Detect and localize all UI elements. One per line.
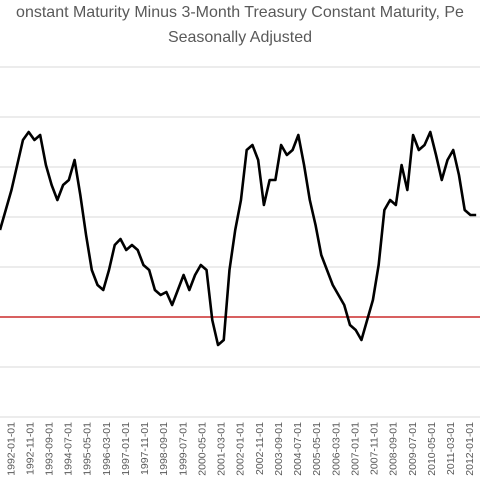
x-tick-label: 1993-09-01 <box>44 422 56 476</box>
x-tick-label: 1997-01-01 <box>120 422 132 476</box>
x-tick-label: 2004-07-01 <box>292 422 304 476</box>
x-tick-label: 2010-05-01 <box>426 422 438 476</box>
data-line <box>0 130 477 347</box>
x-tick-label: 1999-07-01 <box>177 422 189 476</box>
chart-subtitle: Seasonally Adjusted <box>168 29 312 46</box>
x-tick-label: 2003-09-01 <box>273 422 285 476</box>
x-tick-label: 1994-07-01 <box>63 422 75 476</box>
x-tick-label: 2007-11-01 <box>369 422 381 475</box>
x-tick-label: 1997-11-01 <box>139 422 151 475</box>
x-tick-label: 2001-03-01 <box>216 422 228 476</box>
x-tick-label: 2006-03-01 <box>330 422 342 476</box>
x-tick-label: 2009-07-01 <box>407 422 419 476</box>
x-tick-label: 1992-11-01 <box>24 422 36 475</box>
x-tick-label: 2000-05-01 <box>196 422 208 476</box>
x-tick-label: 2011-03-01 <box>445 422 457 475</box>
x-tick-label: 2002-01-01 <box>235 422 247 476</box>
x-tick-label: 1995-05-01 <box>82 422 94 476</box>
x-tick-label: 1998-09-01 <box>158 422 170 476</box>
x-tick-label: 2012-01-01 <box>464 422 476 476</box>
x-tick-label: 1996-03-01 <box>101 422 113 476</box>
x-tick-label: 1992-01-01 <box>5 422 17 476</box>
x-tick-label: 2005-05-01 <box>311 422 323 476</box>
x-tick-label: 2008-09-01 <box>388 422 400 476</box>
x-tick-label: 2002-11-01 <box>254 422 266 475</box>
x-tick-label: 2007-01-01 <box>349 422 361 476</box>
chart-title: onstant Maturity Minus 3-Month Treasury … <box>16 4 464 21</box>
